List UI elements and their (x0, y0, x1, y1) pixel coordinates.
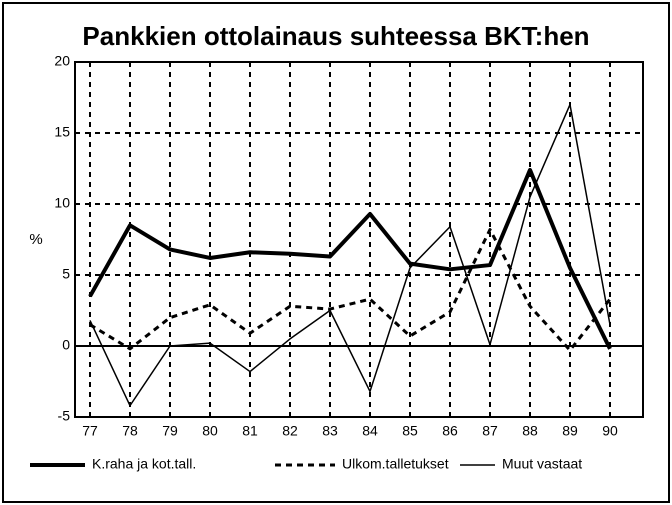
x-tick-label: 80 (202, 423, 218, 439)
legend-label: K.raha ja kot.tall. (92, 456, 196, 472)
x-tick-label: 89 (562, 423, 578, 439)
series-line (88, 167, 612, 350)
y-tick-label: -5 (58, 408, 71, 424)
x-tick-label: 77 (82, 423, 98, 439)
chart-title: Pankkien ottolainaus suhteessa BKT:hen (82, 21, 589, 51)
y-tick-label: 0 (62, 337, 70, 353)
x-tick-label: 86 (442, 423, 458, 439)
series-line (89, 103, 611, 407)
y-tick-label: 15 (54, 124, 70, 140)
y-tick-label: 10 (54, 195, 70, 211)
y-tick-label: 20 (54, 53, 70, 69)
x-tick-label: 83 (322, 423, 338, 439)
x-tick-label: 84 (362, 423, 378, 439)
x-tick-label: 78 (122, 423, 138, 439)
y-axis-label: % (29, 231, 42, 248)
x-tick-label: 90 (602, 423, 618, 439)
x-tick-label: 87 (482, 423, 498, 439)
x-tick-label: 81 (242, 423, 258, 439)
series-line (89, 228, 612, 352)
x-tick-label: 88 (522, 423, 538, 439)
plot-area (74, 61, 644, 418)
legend-label: Ulkom.talletukset (342, 456, 449, 472)
x-tick-label: 82 (282, 423, 298, 439)
y-tick-label: 5 (62, 266, 70, 282)
x-tick-label: 79 (162, 423, 178, 439)
x-tick-label: 85 (402, 423, 418, 439)
legend-label: Muut vastaat (502, 456, 582, 472)
